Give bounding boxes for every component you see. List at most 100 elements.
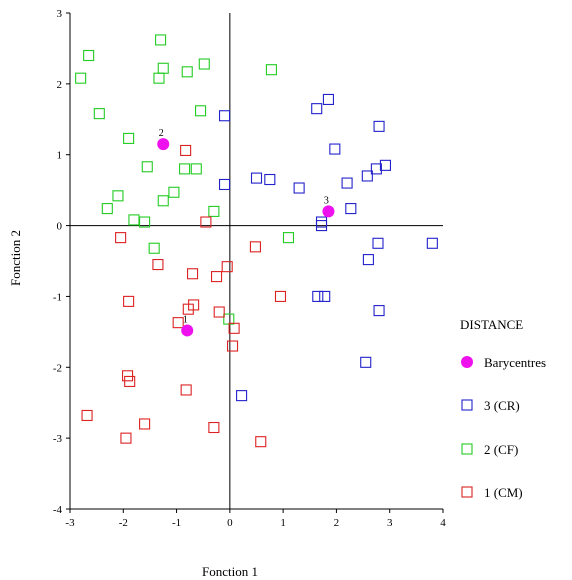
data-point: [112, 190, 124, 202]
data-point: [200, 216, 212, 228]
x-tick-label: 2: [334, 517, 340, 529]
x-tick-label: -3: [65, 517, 75, 529]
data-point: [361, 170, 373, 182]
legend-marker: [461, 443, 473, 455]
barycentre-point: [322, 205, 335, 218]
data-point: [282, 232, 295, 244]
data-point: [121, 370, 134, 382]
data-point: [221, 261, 233, 273]
data-point: [250, 172, 263, 184]
data-point: [168, 186, 180, 198]
data-point: [208, 421, 220, 434]
data-point: [312, 290, 324, 302]
data-point: [157, 62, 169, 74]
data-point: [329, 143, 341, 155]
data-point: [362, 254, 374, 266]
data-point: [360, 356, 372, 368]
y-tick-label: 0: [57, 221, 63, 233]
data-point: [172, 317, 184, 329]
data-point: [370, 163, 382, 175]
legend-marker: [461, 399, 473, 411]
y-tick-label: 3: [57, 8, 63, 20]
data-point: [81, 409, 93, 422]
data-point: [208, 205, 220, 217]
x-tick-label: 0: [227, 517, 233, 529]
y-axis-title: Fonction 2: [8, 230, 23, 286]
data-point: [179, 163, 191, 175]
y-tick-label: -4: [53, 504, 63, 516]
data-point: [373, 305, 385, 317]
data-point: [148, 242, 160, 254]
data-point: [249, 241, 261, 253]
y-tick-label: -2: [53, 362, 62, 374]
data-point: [198, 58, 210, 70]
data-point: [157, 195, 169, 207]
data-point: [93, 108, 105, 120]
data-point: [124, 375, 136, 388]
x-tick-label: 4: [440, 517, 446, 529]
y-tick-label: -1: [53, 291, 62, 303]
data-point: [236, 390, 248, 402]
data-point: [141, 161, 153, 173]
data-point: [315, 220, 328, 232]
barycentre-label: 3: [324, 195, 329, 206]
data-point: [322, 93, 334, 105]
data-point: [293, 182, 305, 194]
data-point: [195, 105, 207, 117]
legend-marker: [461, 356, 473, 368]
data-point: [311, 103, 323, 115]
data-points: 2 3 1: [75, 34, 438, 448]
y-tick-label: 1: [57, 150, 63, 162]
data-point: [83, 49, 95, 62]
legend-marker: [461, 486, 473, 498]
barycentre-point: [157, 138, 170, 151]
legend-label: 1 (CM): [484, 485, 523, 500]
data-point: [265, 64, 277, 76]
legend-label: 3 (CR): [484, 398, 520, 413]
data-point: [139, 216, 151, 228]
data-point: [379, 159, 392, 171]
data-point: [218, 178, 231, 191]
x-tick-label: 3: [387, 517, 393, 529]
legend-label: 2 (CF): [484, 442, 518, 457]
x-tick-label: -2: [119, 517, 128, 529]
data-point: [373, 120, 385, 132]
data-point: [128, 214, 140, 226]
data-point: [319, 290, 331, 302]
y-tick-label: 2: [57, 79, 63, 91]
x-tick-label: 1: [280, 517, 286, 529]
x-tick-label: -1: [172, 517, 181, 529]
data-point: [182, 303, 194, 315]
legend-label: Barycentres: [484, 355, 546, 370]
data-point: [372, 237, 384, 249]
data-point: [426, 237, 438, 249]
data-point: [223, 313, 235, 325]
barycentre-point: [181, 324, 194, 337]
legend-title: DISTANCE: [460, 317, 523, 332]
data-point: [139, 418, 151, 430]
data-point: [181, 66, 193, 78]
data-point: [255, 436, 267, 448]
data-point: [226, 340, 239, 352]
data-point: [274, 290, 287, 302]
data-point: [152, 258, 164, 271]
data-point: [210, 271, 223, 283]
data-point: [123, 295, 135, 307]
data-point: [187, 268, 199, 280]
data-point: [180, 144, 192, 157]
x-axis-title: Fonction 1: [202, 564, 258, 579]
data-point: [341, 177, 353, 189]
data-point: [155, 34, 167, 46]
data-point: [190, 163, 202, 175]
data-point: [120, 432, 132, 444]
data-point: [123, 132, 135, 144]
data-point: [345, 203, 357, 215]
data-point: [153, 72, 165, 84]
data-point: [75, 72, 87, 84]
data-point: [101, 203, 113, 215]
data-point: [218, 110, 231, 122]
data-point: [180, 384, 192, 396]
data-point: [264, 173, 276, 186]
